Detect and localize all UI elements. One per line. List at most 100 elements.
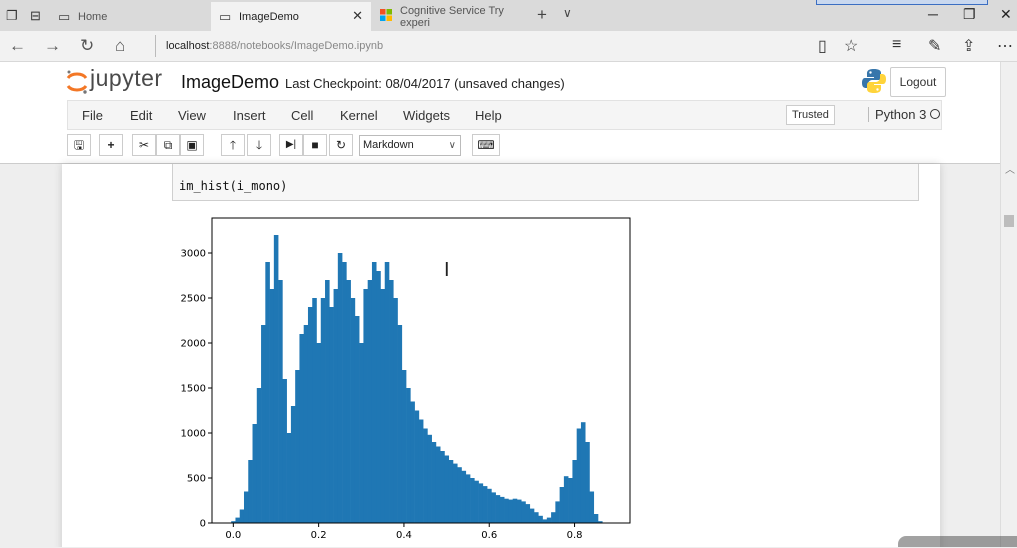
- move-down-button[interactable]: 🡓: [247, 134, 271, 156]
- histogram-bar: [389, 280, 394, 523]
- jupyter-logo-icon[interactable]: [65, 69, 89, 95]
- histogram-bar: [290, 406, 296, 523]
- histogram-bar: [457, 467, 462, 523]
- save-button[interactable]: 🖫: [67, 134, 91, 156]
- tab-imagedemo[interactable]: ▭ ImageDemo ✕: [211, 2, 371, 31]
- favorite-star-icon[interactable]: ☆: [844, 38, 859, 55]
- stop-button[interactable]: ■: [303, 134, 327, 156]
- insert-cell-button[interactable]: +: [99, 134, 123, 156]
- histogram-bar: [598, 521, 603, 523]
- more-icon[interactable]: ⋯: [997, 38, 1013, 55]
- paste-button[interactable]: ▣: [180, 134, 204, 156]
- histogram-bar: [487, 488, 492, 523]
- histogram-bar: [235, 517, 241, 523]
- url-host: localhost: [166, 40, 210, 52]
- menu-widgets[interactable]: Widgets: [403, 108, 450, 123]
- histogram-bar: [243, 491, 249, 523]
- refresh-icon[interactable]: ↻: [80, 36, 95, 55]
- histogram-bar: [303, 325, 309, 523]
- tab-preview-icon[interactable]: ⊟: [30, 8, 41, 23]
- histogram-bar: [452, 463, 458, 523]
- share-icon[interactable]: ⇪: [962, 38, 976, 55]
- cut-icon: ✂: [138, 138, 150, 152]
- histogram-bar: [589, 491, 595, 523]
- restart-button[interactable]: ↻: [329, 134, 353, 156]
- menu-help[interactable]: Help: [475, 108, 502, 123]
- tab-cognitive-service[interactable]: Cognitive Service Try experi: [372, 2, 532, 31]
- y-tick-label: 0: [200, 519, 206, 530]
- menu-kernel[interactable]: Kernel: [340, 108, 378, 123]
- notebook-title[interactable]: ImageDemo: [181, 72, 280, 92]
- forward-icon[interactable]: →: [44, 36, 61, 55]
- page-content: jupyter ImageDemo Last Checkpoint: 08/04…: [0, 62, 1000, 547]
- histogram-bar: [367, 280, 373, 523]
- reading-view-icon[interactable]: ▯: [818, 38, 827, 55]
- logout-button[interactable]: Logout: [890, 67, 946, 97]
- histogram-bar: [414, 410, 420, 523]
- menu-insert[interactable]: Insert: [233, 108, 266, 123]
- menu-view[interactable]: View: [178, 108, 206, 123]
- histogram-bar: [239, 509, 245, 523]
- minimize-icon[interactable]: ─: [928, 6, 938, 22]
- histogram-bar: [563, 476, 569, 523]
- histogram-bar: [512, 498, 518, 523]
- jupyter-header: jupyter ImageDemo Last Checkpoint: 08/04…: [0, 62, 1000, 164]
- web-note-icon[interactable]: ✎: [928, 38, 942, 55]
- vertical-scrollbar[interactable]: ︿: [1000, 62, 1017, 547]
- menu-edit[interactable]: Edit: [130, 108, 153, 123]
- code-cell-input[interactable]: im_hist(i_mono): [172, 164, 919, 201]
- histogram-bar: [593, 514, 599, 523]
- histogram-bar: [534, 512, 539, 523]
- histogram-bar: [363, 289, 368, 523]
- histogram-bar: [252, 424, 258, 523]
- menu-cell[interactable]: Cell: [291, 108, 314, 123]
- move-up-button[interactable]: 🡑: [221, 134, 245, 156]
- histogram-bar: [269, 289, 275, 523]
- histogram-bar: [580, 422, 586, 523]
- keyboard-icon: ⌨: [477, 138, 495, 152]
- command-palette-button[interactable]: ⌨: [472, 134, 500, 156]
- stop-icon: ■: [311, 138, 319, 152]
- chevron-down-icon[interactable]: ∨: [563, 6, 572, 20]
- run-button[interactable]: ▶|: [279, 134, 303, 156]
- add-cell-icon: +: [107, 138, 115, 152]
- back-icon[interactable]: ←: [9, 36, 26, 55]
- histogram-bar: [576, 428, 582, 523]
- copy-icon: ⧉: [163, 138, 173, 152]
- histogram-chart: 0.0 0.2 0.4 0.6 0.8 0 500 1000 1500 2000 2500 3000: [181, 217, 631, 541]
- menu-file[interactable]: File: [82, 108, 103, 123]
- watermark-overlay: [898, 536, 1017, 547]
- scroll-up-icon[interactable]: ︿: [1005, 165, 1015, 176]
- paste-icon: ▣: [186, 138, 198, 152]
- scrollbar-thumb[interactable]: [1004, 215, 1014, 227]
- histogram-bar: [354, 316, 360, 523]
- notebook-container: im_hist(i_mono) I: [62, 164, 940, 547]
- close-tab-icon[interactable]: ✕: [352, 8, 363, 23]
- histogram-bar: [529, 508, 535, 523]
- histogram-bar: [393, 298, 398, 523]
- new-tab-icon[interactable]: +: [537, 5, 547, 24]
- close-window-icon[interactable]: ✕: [1000, 6, 1012, 22]
- tab-home[interactable]: ▭ Home: [50, 2, 210, 31]
- home-icon[interactable]: ⌂: [115, 36, 126, 55]
- histogram-bar: [231, 521, 236, 523]
- x-tick-label: 0.6: [481, 530, 497, 541]
- cell-type-value: Markdown: [363, 139, 414, 151]
- cut-button[interactable]: ✂: [132, 134, 156, 156]
- url-field[interactable]: localhost:8888/notebooks/ImageDemo.ipynb: [155, 35, 806, 57]
- tab-title: Cognitive Service Try experi: [400, 4, 504, 29]
- trusted-badge[interactable]: Trusted: [786, 105, 835, 125]
- histogram-bar: [342, 262, 347, 523]
- histogram-bar: [384, 262, 390, 523]
- hub-icon[interactable]: ≡: [892, 36, 902, 53]
- tab-title: ImageDemo: [239, 10, 299, 23]
- page-icon: ▭: [219, 9, 232, 24]
- cell-type-select[interactable]: Markdown ∨: [359, 135, 461, 156]
- restore-icon[interactable]: ❐: [963, 6, 976, 22]
- histogram-bar: [320, 298, 326, 523]
- jupyter-wordmark[interactable]: jupyter: [90, 65, 163, 91]
- code-line: im_hist(i_mono): [179, 179, 288, 193]
- copy-button[interactable]: ⧉: [156, 134, 180, 156]
- histogram-bar: [380, 289, 386, 523]
- tab-set-aside-icon[interactable]: ❐: [6, 8, 18, 23]
